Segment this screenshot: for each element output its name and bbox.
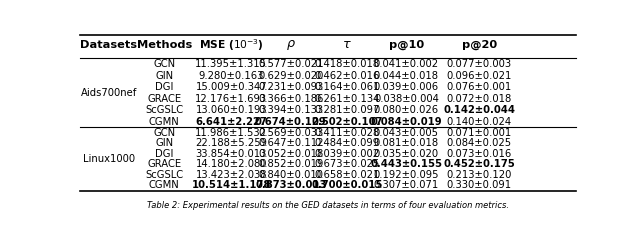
Text: 0.840±0.010: 0.840±0.010 [259, 170, 323, 180]
Text: 0.080±0.026: 0.080±0.026 [374, 105, 439, 115]
Text: 0.039±0.006: 0.039±0.006 [374, 82, 439, 92]
Text: 0.569±0.033: 0.569±0.033 [258, 128, 323, 138]
Text: CGMN: CGMN [149, 180, 180, 190]
Text: Table 2: Experimental results on the GED datasets in terms of four evaluation me: Table 2: Experimental results on the GED… [147, 201, 509, 210]
Text: 0.142±0.044: 0.142±0.044 [444, 105, 515, 115]
Text: GCN: GCN [153, 59, 175, 69]
Text: 0.852±0.019: 0.852±0.019 [258, 159, 323, 169]
Text: 0.192±0.095: 0.192±0.095 [374, 170, 439, 180]
Text: 0.039±0.002: 0.039±0.002 [314, 149, 380, 159]
Text: 0.502±0.107: 0.502±0.107 [311, 117, 383, 127]
Text: 13.423±2.038: 13.423±2.038 [196, 170, 267, 180]
Text: 0.394±0.133: 0.394±0.133 [258, 105, 323, 115]
Text: Aids700nef: Aids700nef [81, 88, 137, 98]
Text: 22.188±5.259: 22.188±5.259 [195, 138, 268, 148]
Text: 0.213±0.120: 0.213±0.120 [447, 170, 512, 180]
Text: MSE ($10^{-3}$): MSE ($10^{-3}$) [199, 37, 264, 53]
Text: 0.231±0.093: 0.231±0.093 [258, 82, 323, 92]
Text: 0.043±0.005: 0.043±0.005 [374, 128, 439, 138]
Text: 0.044±0.018: 0.044±0.018 [374, 70, 439, 81]
Text: 14.180±2.080: 14.180±2.080 [196, 159, 267, 169]
Text: 0.076±0.001: 0.076±0.001 [447, 82, 512, 92]
Text: 10.514±1.178: 10.514±1.178 [191, 180, 271, 190]
Text: GIN: GIN [156, 70, 173, 81]
Text: DGI: DGI [155, 82, 173, 92]
Text: 0.452±0.175: 0.452±0.175 [444, 159, 515, 169]
Text: 0.261±0.134: 0.261±0.134 [314, 94, 380, 104]
Text: 0.674±0.129: 0.674±0.129 [255, 117, 326, 127]
Text: p@10: p@10 [388, 40, 424, 50]
Text: GRACE: GRACE [147, 94, 181, 104]
Text: 0.462±0.016: 0.462±0.016 [314, 70, 380, 81]
Text: 0.647±0.112: 0.647±0.112 [258, 138, 324, 148]
Text: 0.577±0.021: 0.577±0.021 [258, 59, 324, 69]
Text: ScGSLC: ScGSLC [145, 170, 184, 180]
Text: 0.071±0.001: 0.071±0.001 [447, 128, 512, 138]
Text: 0.307±0.071: 0.307±0.071 [374, 180, 439, 190]
Text: 0.073±0.016: 0.073±0.016 [447, 149, 512, 159]
Text: 0.140±0.024: 0.140±0.024 [447, 117, 512, 127]
Text: 33.854±0.013: 33.854±0.013 [196, 149, 267, 159]
Text: DGI: DGI [155, 149, 173, 159]
Text: 0.038±0.004: 0.038±0.004 [374, 94, 439, 104]
Text: 0.084±0.019: 0.084±0.019 [371, 117, 442, 127]
Text: 0.673±0.025: 0.673±0.025 [314, 159, 380, 169]
Text: 0.330±0.091: 0.330±0.091 [447, 180, 512, 190]
Text: 0.411±0.028: 0.411±0.028 [314, 128, 380, 138]
Text: 0.096±0.021: 0.096±0.021 [447, 70, 512, 81]
Text: Methods: Methods [137, 40, 192, 50]
Text: GCN: GCN [153, 128, 175, 138]
Text: 0.077±0.003: 0.077±0.003 [447, 59, 512, 69]
Text: 0.443±0.155: 0.443±0.155 [371, 159, 442, 169]
Text: 0.041±0.002: 0.041±0.002 [374, 59, 439, 69]
Text: 0.873±0.013: 0.873±0.013 [255, 180, 326, 190]
Text: 0.072±0.018: 0.072±0.018 [447, 94, 512, 104]
Text: 0.281±0.097: 0.281±0.097 [314, 105, 380, 115]
Text: 9.280±0.163: 9.280±0.163 [198, 70, 264, 81]
Text: GIN: GIN [156, 138, 173, 148]
Text: 0.418±0.018: 0.418±0.018 [314, 59, 380, 69]
Text: $\rho$: $\rho$ [286, 38, 296, 52]
Text: 0.700±0.015: 0.700±0.015 [311, 180, 383, 190]
Text: Datasets: Datasets [80, 40, 137, 50]
Text: GRACE: GRACE [147, 159, 181, 169]
Text: 0.629±0.020: 0.629±0.020 [258, 70, 323, 81]
Text: $\tau$: $\tau$ [342, 38, 352, 51]
Text: 0.658±0.021: 0.658±0.021 [314, 170, 380, 180]
Text: p@20: p@20 [461, 40, 497, 50]
Text: 11.395±1.315: 11.395±1.315 [195, 59, 268, 69]
Text: 0.084±0.025: 0.084±0.025 [447, 138, 512, 148]
Text: 0.052±0.018: 0.052±0.018 [258, 149, 323, 159]
Text: 0.366±0.186: 0.366±0.186 [258, 94, 323, 104]
Text: Linux1000: Linux1000 [83, 154, 135, 164]
Text: 13.060±0.193: 13.060±0.193 [195, 105, 267, 115]
Text: 0.484±0.099: 0.484±0.099 [314, 138, 380, 148]
Text: 11.986±1.532: 11.986±1.532 [195, 128, 268, 138]
Text: 0.164±0.061: 0.164±0.061 [314, 82, 380, 92]
Text: 12.176±1.693: 12.176±1.693 [195, 94, 268, 104]
Text: 6.641±2.227: 6.641±2.227 [195, 117, 267, 127]
Text: ScGSLC: ScGSLC [145, 105, 184, 115]
Text: 0.081±0.018: 0.081±0.018 [374, 138, 439, 148]
Text: 0.035±0.020: 0.035±0.020 [374, 149, 439, 159]
Text: CGMN: CGMN [149, 117, 180, 127]
Text: 15.009±0.347: 15.009±0.347 [195, 82, 267, 92]
